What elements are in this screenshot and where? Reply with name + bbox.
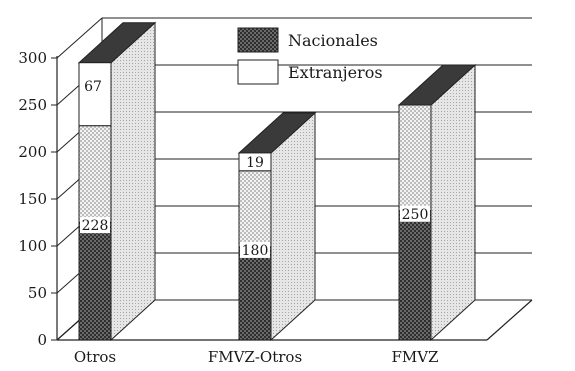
category-label: FMVZ-Otros [208, 348, 302, 366]
y-tick-label: 100 [18, 237, 47, 255]
y-tick-label: 50 [28, 284, 47, 302]
legend-label-extranjeros: Extranjeros [288, 63, 383, 82]
floor-edge-right [487, 300, 532, 340]
data-label-nacionales: 250 [402, 207, 429, 223]
data-label-nacionales: 180 [242, 243, 269, 259]
bar-nacionales-lower [399, 211, 431, 340]
bar-side-face [431, 65, 475, 340]
data-label-extranjeros: 19 [246, 155, 264, 171]
data-label-nacionales: 228 [82, 218, 109, 234]
y-tick-label: 300 [18, 49, 47, 67]
bar-nacionales-lower [239, 247, 271, 340]
legend: Nacionales Extranjeros [238, 28, 383, 84]
y-tick-label: 150 [18, 190, 47, 208]
bar-nacionales-lower [79, 222, 111, 340]
legend-label-nacionales: Nacionales [288, 31, 378, 50]
bar-nacionales-upper [239, 171, 271, 247]
bar-nacionales-upper [399, 105, 431, 211]
bar-nacionales-upper [79, 126, 111, 222]
legend-swatch-nacionales [238, 28, 278, 52]
category-label: FMVZ [391, 348, 438, 366]
legend-swatch-extranjeros [238, 60, 278, 84]
y-tick-label: 0 [37, 331, 47, 349]
y-tick-label: 250 [18, 96, 47, 114]
bar-side-face [111, 23, 155, 340]
y-tick-label: 200 [18, 143, 47, 161]
data-label-extranjeros: 67 [84, 79, 102, 95]
category-label: Otros [74, 348, 116, 366]
